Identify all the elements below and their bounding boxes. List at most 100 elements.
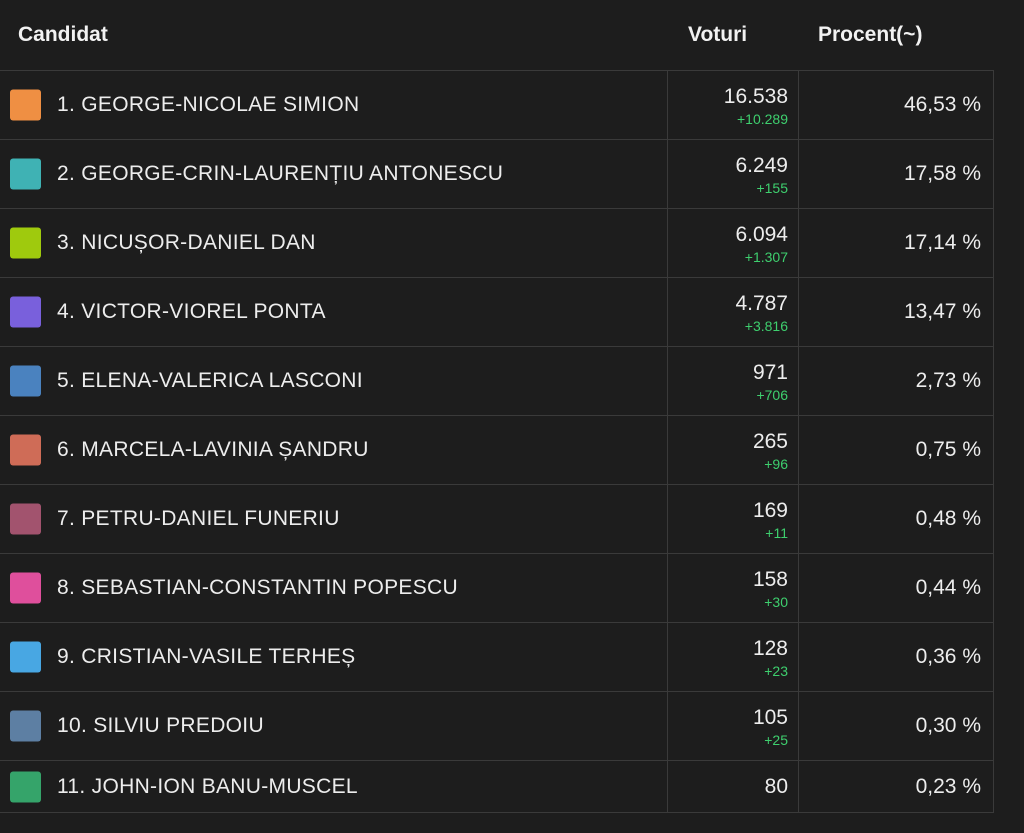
party-color-swatch (10, 572, 41, 604)
party-color-swatch (10, 434, 41, 466)
candidate-name: 7. PETRU-DANIEL FUNERIU (57, 507, 340, 530)
percent-cell: 0,44 % (799, 554, 993, 622)
candidate-name: 1. GEORGE-NICOLAE SIMION (57, 93, 360, 116)
candidate-name: 4. VICTOR-VIOREL PONTA (57, 300, 326, 323)
party-color-swatch (10, 710, 41, 742)
header-votes[interactable]: Voturi (688, 23, 748, 46)
votes-value: 4.787 (735, 292, 788, 315)
candidate-name: 9. CRISTIAN-VASILE TERHEȘ (57, 645, 356, 668)
table-row[interactable]: 10. SILVIU PREDOIU 105 +25 0,30 % (0, 691, 994, 760)
percent-value: 0,44 % (915, 576, 981, 599)
votes-value: 6.094 (735, 223, 788, 246)
percent-cell: 0,36 % (799, 623, 993, 691)
percent-cell: 2,73 % (799, 347, 993, 415)
candidate-name: 5. ELENA-VALERICA LASCONI (57, 369, 363, 392)
percent-cell: 0,30 % (799, 692, 993, 760)
percent-value: 17,58 % (903, 162, 981, 185)
party-color-swatch (10, 365, 41, 397)
table-row[interactable]: 1. GEORGE-NICOLAE SIMION 16.538 +10.289 … (0, 70, 994, 139)
party-color-swatch (10, 641, 41, 673)
votes-cell: 6.094 +1.307 (668, 209, 799, 277)
percent-cell: 0,48 % (799, 485, 993, 553)
candidate-name: 2. GEORGE-CRIN-LAURENȚIU ANTONESCU (57, 162, 504, 185)
candidate-cell: 6. MARCELA-LAVINIA ȘANDRU (0, 416, 668, 484)
votes-delta: +706 (756, 387, 788, 403)
votes-value: 80 (764, 774, 788, 798)
votes-value: 169 (752, 499, 788, 522)
votes-cell: 105 +25 (668, 692, 799, 760)
party-color-swatch (10, 227, 41, 259)
votes-value: 105 (752, 706, 788, 729)
votes-delta: +25 (764, 732, 788, 748)
percent-value: 0,23 % (915, 774, 981, 798)
percent-cell: 0,75 % (799, 416, 993, 484)
table-row[interactable]: 4. VICTOR-VIOREL PONTA 4.787 +3.816 13,4… (0, 277, 994, 346)
votes-delta: +10.289 (737, 111, 788, 127)
table-row[interactable]: 2. GEORGE-CRIN-LAURENȚIU ANTONESCU 6.249… (0, 139, 994, 208)
percent-cell: 13,47 % (799, 278, 993, 346)
candidate-cell: 4. VICTOR-VIOREL PONTA (0, 278, 668, 346)
votes-delta: +3.816 (744, 318, 788, 334)
votes-delta: +1.307 (744, 249, 788, 265)
votes-cell: 16.538 +10.289 (668, 71, 799, 139)
percent-value: 17,14 % (903, 231, 981, 254)
votes-delta: +11 (765, 525, 788, 541)
votes-cell: 158 +30 (668, 554, 799, 622)
votes-delta: +23 (764, 663, 788, 679)
votes-delta: +155 (756, 180, 788, 196)
votes-cell: 6.249 +155 (668, 140, 799, 208)
candidate-name: 6. MARCELA-LAVINIA ȘANDRU (57, 438, 369, 461)
candidate-cell: 7. PETRU-DANIEL FUNERIU (0, 485, 668, 553)
percent-value: 0,75 % (915, 438, 981, 461)
votes-cell: 80 (668, 761, 799, 812)
percent-cell: 46,53 % (799, 71, 993, 139)
results-table-body: 1. GEORGE-NICOLAE SIMION 16.538 +10.289 … (0, 70, 994, 813)
votes-value: 158 (752, 568, 788, 591)
votes-delta: +96 (764, 456, 788, 472)
candidate-cell: 3. NICUȘOR-DANIEL DAN (0, 209, 668, 277)
candidate-cell: 11. JOHN-ION BANU-MUSCEL (0, 761, 668, 812)
party-color-swatch (10, 89, 41, 121)
percent-value: 46,53 % (903, 93, 981, 116)
candidate-cell: 8. SEBASTIAN-CONSTANTIN POPESCU (0, 554, 668, 622)
header-candidate[interactable]: Candidat (18, 23, 108, 46)
table-row[interactable]: 9. CRISTIAN-VASILE TERHEȘ 128 +23 0,36 % (0, 622, 994, 691)
percent-value: 13,47 % (903, 300, 981, 323)
party-color-swatch (10, 296, 41, 328)
percent-value: 2,73 % (915, 369, 981, 392)
votes-cell: 265 +96 (668, 416, 799, 484)
votes-value: 971 (752, 361, 788, 384)
votes-value: 128 (752, 637, 788, 660)
percent-cell: 17,58 % (799, 140, 993, 208)
table-row[interactable]: 5. ELENA-VALERICA LASCONI 971 +706 2,73 … (0, 346, 994, 415)
votes-value: 6.249 (735, 154, 788, 177)
votes-cell: 971 +706 (668, 347, 799, 415)
votes-value: 16.538 (723, 85, 788, 108)
percent-value: 0,30 % (915, 714, 981, 737)
candidate-name: 11. JOHN-ION BANU-MUSCEL (57, 774, 358, 798)
candidate-name: 3. NICUȘOR-DANIEL DAN (57, 231, 316, 254)
percent-cell: 17,14 % (799, 209, 993, 277)
table-row[interactable]: 6. MARCELA-LAVINIA ȘANDRU 265 +96 0,75 % (0, 415, 994, 484)
party-color-swatch (10, 158, 41, 190)
percent-value: 0,36 % (915, 645, 981, 668)
votes-value: 265 (752, 430, 788, 453)
candidate-cell: 2. GEORGE-CRIN-LAURENȚIU ANTONESCU (0, 140, 668, 208)
votes-cell: 169 +11 (668, 485, 799, 553)
table-row[interactable]: 3. NICUȘOR-DANIEL DAN 6.094 +1.307 17,14… (0, 208, 994, 277)
candidate-name: 10. SILVIU PREDOIU (57, 714, 264, 737)
percent-cell: 0,23 % (799, 761, 993, 812)
votes-cell: 4.787 +3.816 (668, 278, 799, 346)
header-percent[interactable]: Procent(~) (818, 23, 923, 46)
table-row[interactable]: 7. PETRU-DANIEL FUNERIU 169 +11 0,48 % (0, 484, 994, 553)
table-row[interactable]: 8. SEBASTIAN-CONSTANTIN POPESCU 158 +30 … (0, 553, 994, 622)
candidate-cell: 9. CRISTIAN-VASILE TERHEȘ (0, 623, 668, 691)
party-color-swatch (10, 771, 41, 802)
candidate-cell: 10. SILVIU PREDOIU (0, 692, 668, 760)
table-row[interactable]: 11. JOHN-ION BANU-MUSCEL 80 0,23 % (0, 760, 994, 813)
votes-delta: +30 (764, 594, 788, 610)
party-color-swatch (10, 503, 41, 535)
candidate-name: 8. SEBASTIAN-CONSTANTIN POPESCU (57, 576, 458, 599)
candidate-cell: 5. ELENA-VALERICA LASCONI (0, 347, 668, 415)
